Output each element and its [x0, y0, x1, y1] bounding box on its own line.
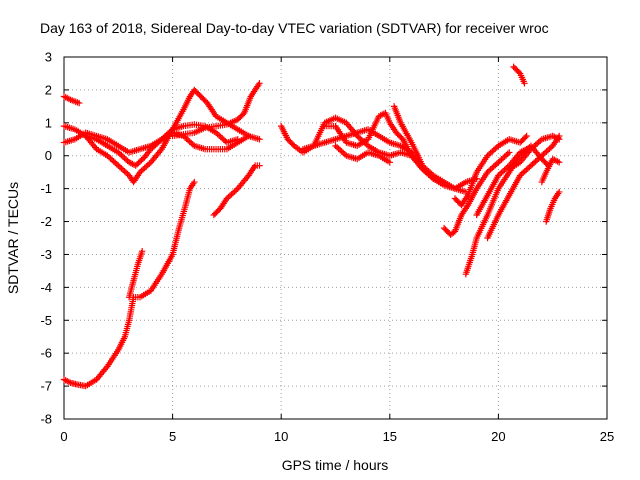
- x-tick-label: 20: [491, 429, 505, 444]
- y-tick-label: 2: [45, 82, 52, 97]
- series-s14: [440, 149, 513, 238]
- series-s13: [332, 142, 393, 166]
- series-s11: [321, 109, 437, 182]
- data-point: [515, 68, 523, 76]
- x-axis-label: GPS time / hours: [282, 457, 389, 473]
- data-point: [522, 134, 529, 141]
- tick-layer: 0 5 10 15 20 25 -8 -7 -6 -5 -4 -3 -2 -1 0 1 2 3: [40, 50, 614, 445]
- series-s5: [169, 80, 263, 140]
- x-tick-label: 0: [60, 429, 67, 444]
- series-s19: [506, 132, 563, 173]
- data-point: [256, 80, 263, 87]
- data-point: [386, 159, 393, 166]
- series-s16: [462, 142, 552, 278]
- series-s1: [60, 93, 83, 107]
- y-tick-label: 0: [45, 148, 52, 163]
- x-tick-label: 10: [274, 429, 288, 444]
- data-point: [136, 158, 144, 165]
- data-point: [256, 162, 263, 169]
- x-tick-label: 5: [169, 429, 176, 444]
- grid-layer: [64, 57, 607, 419]
- data-point: [138, 247, 146, 255]
- y-axis-label: SDTVAR / TECUs: [5, 182, 21, 294]
- data-point: [138, 156, 145, 164]
- y-tick-label: -2: [40, 214, 52, 229]
- data-layer: [60, 63, 563, 390]
- plot-frame: [63, 56, 608, 420]
- data-point: [191, 178, 198, 186]
- data-point: [256, 136, 263, 143]
- x-tick-label: 15: [383, 429, 397, 444]
- data-point: [523, 132, 530, 140]
- data-point: [76, 99, 83, 107]
- series-s4: [82, 86, 252, 186]
- data-point: [556, 188, 563, 196]
- data-point: [245, 132, 252, 140]
- y-tick-label: -3: [40, 247, 52, 262]
- series-s20: [510, 63, 528, 87]
- chart-title: Day 163 of 2018, Sidereal Day-to-day VTE…: [40, 20, 549, 36]
- data-point: [506, 149, 513, 156]
- series-s15: [451, 132, 530, 209]
- data-point: [556, 159, 563, 166]
- data-point: [521, 80, 528, 87]
- y-tick-label: 1: [45, 115, 52, 130]
- data-point: [133, 161, 141, 168]
- y-tick-label: -4: [40, 280, 52, 295]
- data-point: [132, 162, 139, 169]
- series-s17: [484, 132, 563, 242]
- data-point: [419, 162, 426, 169]
- data-point: [135, 159, 142, 167]
- series-s6: [60, 178, 198, 390]
- series-s21: [542, 188, 563, 225]
- data-point: [430, 175, 437, 182]
- series-s7: [125, 247, 146, 301]
- series-s22: [538, 155, 563, 186]
- x-tick-label: 25: [600, 429, 614, 444]
- data-point: [556, 136, 563, 143]
- y-tick-label: -5: [40, 313, 52, 328]
- data-point: [139, 155, 147, 162]
- series-s12: [390, 103, 426, 169]
- y-tick-label: -7: [40, 379, 52, 394]
- y-tick-label: -1: [40, 181, 52, 196]
- y-tick-label: -6: [40, 346, 52, 361]
- y-tick-label: -8: [40, 412, 52, 427]
- series-s8: [210, 162, 263, 219]
- y-tick-label: 3: [45, 50, 52, 65]
